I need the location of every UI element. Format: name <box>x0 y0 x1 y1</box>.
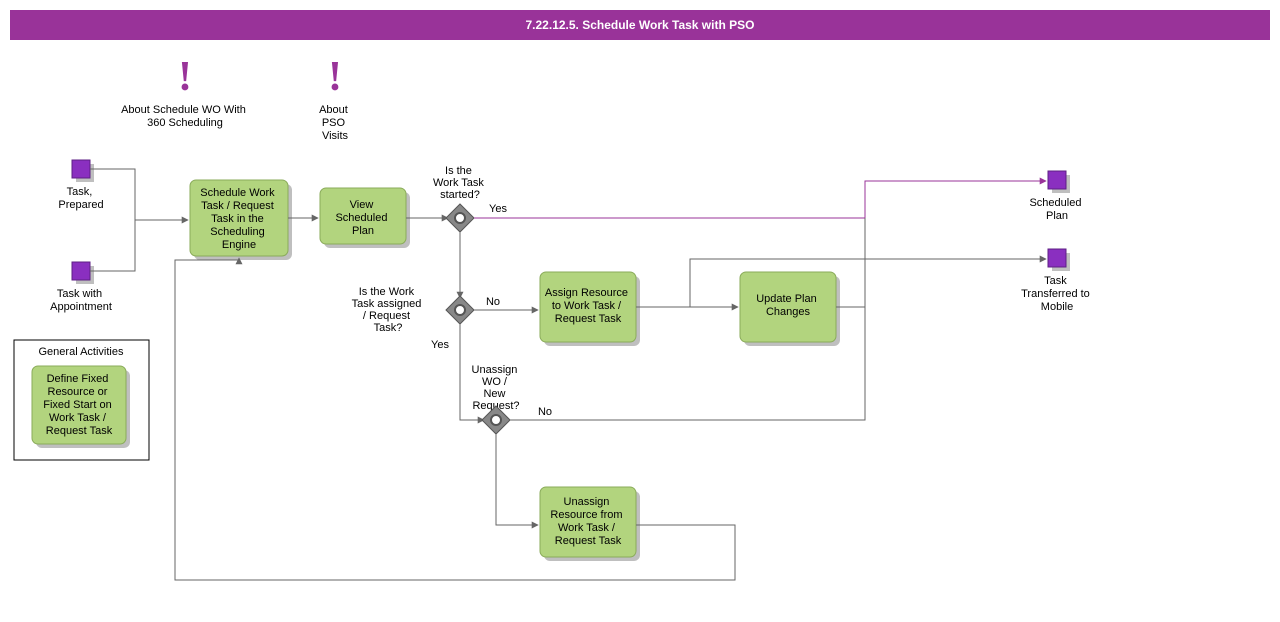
activity-schedule-engine: Schedule Work Task / Request Task in the… <box>190 180 292 260</box>
info-icon: ! <box>328 54 342 100</box>
gateway-started: Is the Work Task started? <box>433 165 487 232</box>
svg-text:Assign Resource to Work: Assign Resource to Work Task / Request T… <box>545 287 631 325</box>
svg-text:Unassign WO / New: Unassign WO / New Request? <box>472 364 521 412</box>
svg-text:Task, Prepared: Task, Prepared <box>58 186 103 211</box>
edge-label-yes: Yes <box>489 203 507 215</box>
svg-text:Define Fixed Resource or: Define Fixed Resource or Fixed Start on … <box>43 373 115 437</box>
page-title: 7.22.12.5. Schedule Work Task with PSO <box>526 18 755 32</box>
svg-text:Task with Appointment: Task with Appointment <box>50 288 112 313</box>
svg-text:Is the Work Task s: Is the Work Task started? <box>433 165 487 201</box>
legend: General Activities Define Fixed Resource… <box>14 340 149 460</box>
activity-view-plan: View Scheduled Plan <box>320 188 410 248</box>
edge-label-yes: Yes <box>431 339 449 351</box>
info-icon: ! <box>178 54 192 100</box>
svg-text:Is the Work Task assigne: Is the Work Task assigned / Request Task… <box>352 286 425 334</box>
note-pso: About PSO Visits <box>319 104 351 142</box>
svg-text:General Activities: General Activities <box>39 346 124 358</box>
activity-update-plan: Update Plan Changes <box>740 272 840 346</box>
end-event-scheduled-plan: Scheduled Plan <box>1029 171 1084 222</box>
gateway-assigned: Is the Work Task assigned / Request Task… <box>352 286 474 334</box>
activity-unassign-resource: Unassign Resource from Work Task / Reque… <box>540 487 640 561</box>
svg-text:Task Transferred to: Task Transferred to Mobile <box>1021 275 1093 313</box>
start-event-appointment: Task with Appointment <box>50 262 112 313</box>
activity-assign-resource: Assign Resource to Work Task / Request T… <box>540 272 640 346</box>
note-360: About Schedule WO With 360 Scheduling <box>121 104 249 129</box>
svg-text:Scheduled Plan: Scheduled Plan <box>1029 197 1084 222</box>
edge-label-no: No <box>538 406 552 418</box>
start-event-prepared: Task, Prepared <box>58 160 103 211</box>
edge-label-no: No <box>486 296 500 308</box>
